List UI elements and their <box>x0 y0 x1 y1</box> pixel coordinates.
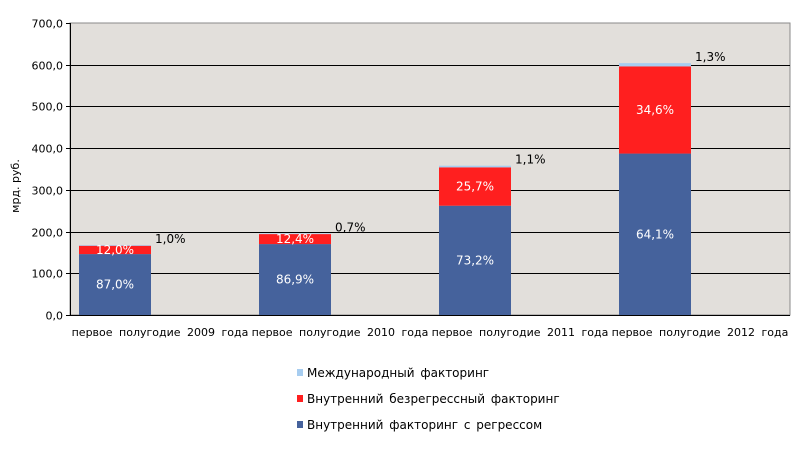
data-label: 12,0% <box>96 243 134 257</box>
legend-swatch <box>297 421 303 428</box>
bar-segment <box>439 205 511 315</box>
legend-swatch <box>297 369 303 376</box>
y-tick-label: 400,0 <box>32 143 64 156</box>
y-tick-label: 0,0 <box>46 310 64 323</box>
x-tick-label: первое полугодие 2012 года <box>612 326 789 339</box>
x-tick-label: первое полугодие 2009 года <box>72 326 249 339</box>
y-tick-label: 100,0 <box>32 268 64 281</box>
y-axis-label: мрд. руб. <box>9 159 22 213</box>
y-tick-label: 200,0 <box>32 227 64 240</box>
legend: Международный факторинг Внутренний безрег… <box>297 366 560 432</box>
data-label: 34,6% <box>636 103 674 117</box>
x-tick-label: первое полугодие 2010 года <box>252 326 429 339</box>
legend-label: Внутренний факторинг с регрессом <box>307 418 542 432</box>
bars <box>79 63 691 315</box>
bar-segment <box>439 165 511 168</box>
data-labels: 87,0% 12,0% 1,0% 86,9% 12,4% 0,7% 73,2% 25,7% 1,… <box>96 50 726 291</box>
y-tick-label: 600,0 <box>32 60 64 73</box>
y-tick-label: 500,0 <box>32 101 64 114</box>
x-tick-label: первое полугодие 2011 года <box>432 326 609 339</box>
bar-segment <box>79 245 151 246</box>
legend-label: Международный факторинг <box>307 366 489 380</box>
data-label: 25,7% <box>456 180 494 194</box>
data-label: 12,4% <box>276 232 314 246</box>
bar-segment <box>79 245 151 255</box>
axes: 0,0 100,0 200,0 300,0 400,0 500,0 600,0 700,0 пе… <box>32 18 790 339</box>
y-tick-label: 300,0 <box>32 185 64 198</box>
data-label: 86,9% <box>276 273 314 287</box>
bar-segment <box>439 167 511 206</box>
data-label: 64,1% <box>636 227 674 241</box>
data-label: 1,0% <box>155 232 186 246</box>
data-label: 87,0% <box>96 278 134 292</box>
y-tick-label: 700,0 <box>32 18 64 31</box>
data-label: 1,1% <box>515 153 546 167</box>
bar-segment <box>619 63 691 67</box>
data-label: 1,3% <box>695 50 726 64</box>
bar-segment <box>619 153 691 315</box>
data-label: 73,2% <box>456 253 494 267</box>
legend-swatch <box>297 395 303 402</box>
bar-segment <box>79 254 151 315</box>
bar-segment <box>259 244 331 315</box>
legend-label: Внутренний безрегрессный факторинг <box>307 392 560 406</box>
bar-segment <box>259 234 331 245</box>
data-label: 0,7% <box>335 220 366 234</box>
bar-segment <box>259 233 331 235</box>
bar-segment <box>619 66 691 154</box>
